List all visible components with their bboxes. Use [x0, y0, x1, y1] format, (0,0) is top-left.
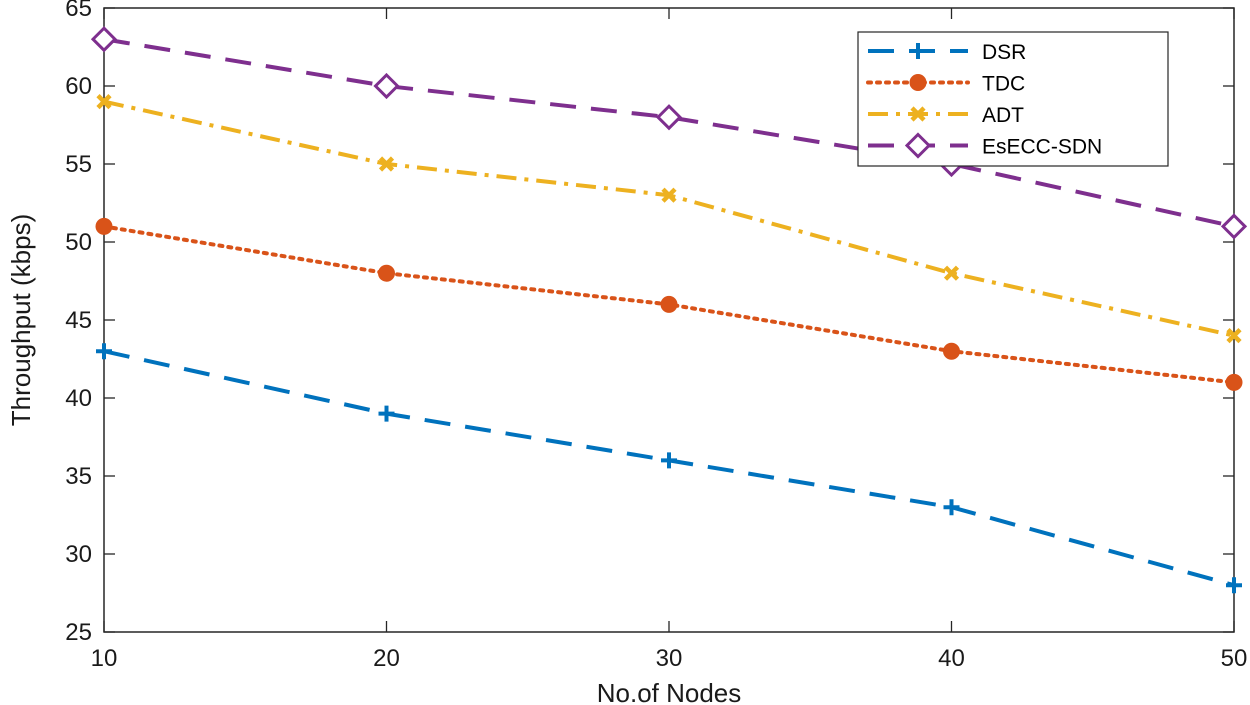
series-tdc — [95, 217, 1243, 391]
data-point-adt — [661, 187, 677, 203]
data-point-esecc-sdn — [1220, 213, 1248, 240]
y-tick-label: 45 — [65, 307, 92, 334]
legend-marker-dsr — [910, 43, 926, 59]
data-point-dsr — [378, 405, 395, 422]
y-tick-label: 55 — [65, 151, 92, 178]
axis-ticks: 10 20 30 40 50 25 30 35 40 45 50 55 60 65 — [65, 0, 1247, 672]
legend: DSR TDC ADT EsECC-SDN — [857, 31, 1169, 167]
y-tick-label: 50 — [65, 229, 92, 256]
data-point-dsr — [96, 343, 112, 360]
data-point-tdc — [378, 264, 395, 282]
x-tick-label: 40 — [938, 645, 965, 672]
y-tick-label: 65 — [65, 0, 92, 22]
legend-marker-adt — [910, 106, 926, 122]
data-point-dsr — [661, 452, 677, 469]
legend-label-esecc-sdn: EsECC-SDN — [982, 136, 1102, 159]
x-axis-title: No.of Nodes — [597, 678, 742, 705]
legend-label-adt: ADT — [982, 104, 1024, 127]
data-point-esecc-sdn — [373, 72, 400, 100]
x-tick-label: 20 — [373, 645, 400, 672]
data-point-tdc — [1225, 373, 1243, 391]
data-point-dsr — [1226, 577, 1242, 594]
x-tick-label: 50 — [1221, 645, 1248, 672]
data-point-adt — [378, 156, 395, 172]
y-axis-title: Throughput (kbps) — [6, 214, 36, 426]
y-tick-label: 60 — [65, 73, 92, 100]
data-point-adt — [96, 94, 112, 110]
x-tick-label: 10 — [91, 645, 118, 672]
series-line-esecc-sdn — [103, 37, 1235, 229]
legend-label-tdc: TDC — [982, 73, 1025, 96]
data-point-tdc — [660, 295, 678, 313]
legend-marker-tdc — [909, 74, 927, 91]
y-tick-label: 30 — [65, 541, 92, 568]
data-point-esecc-sdn — [655, 104, 683, 131]
legend-label-dsr: DSR — [982, 41, 1026, 64]
y-tick-label: 35 — [65, 463, 92, 490]
data-point-adt — [943, 265, 960, 281]
y-tick-label: 25 — [65, 619, 92, 646]
data-point-tdc — [943, 342, 960, 360]
legend-marker-esecc-sdn — [904, 132, 932, 159]
series-dsr — [96, 343, 1242, 594]
data-point-dsr — [943, 499, 960, 516]
x-tick-label: 30 — [656, 645, 683, 672]
data-point-esecc-sdn — [90, 26, 118, 53]
data-point-adt — [1226, 328, 1242, 344]
data-point-tdc — [95, 217, 113, 235]
y-tick-label: 40 — [65, 385, 92, 412]
series-adt — [96, 94, 1242, 344]
